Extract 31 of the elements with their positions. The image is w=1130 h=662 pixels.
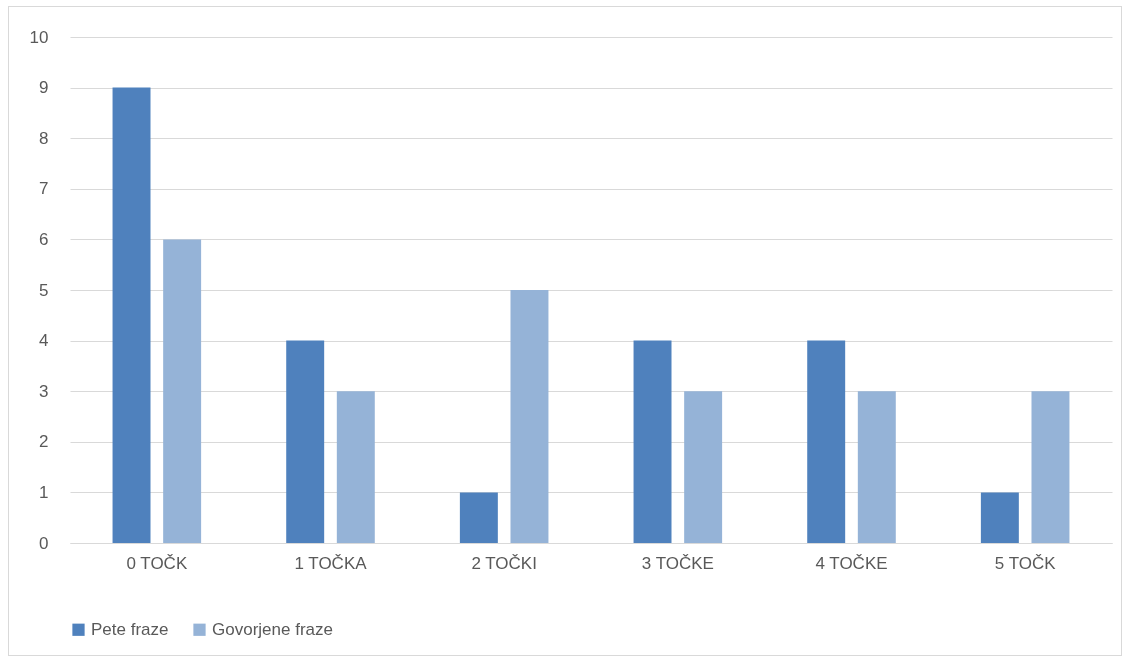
y-tick-label: 9 [39, 78, 49, 98]
legend-label: Pete fraze [91, 619, 169, 639]
x-tick-label: 2 TOČKI [471, 553, 537, 573]
bar [336, 391, 375, 543]
x-tick-label: 5 TOČK [994, 553, 1057, 573]
y-tick-label: 4 [39, 331, 49, 351]
bar [459, 492, 498, 543]
bar [286, 340, 325, 543]
bar [684, 391, 723, 543]
bar [857, 391, 896, 543]
y-tick-label: 0 [39, 533, 49, 553]
x-tick-label: 3 TOČKE [641, 553, 714, 573]
bar [163, 239, 202, 543]
y-tick-label: 1 [39, 482, 49, 502]
y-tick-label: 8 [39, 128, 49, 148]
y-tick-label: 7 [39, 179, 49, 199]
y-tick-label: 2 [39, 432, 49, 452]
x-tick-label: 4 TOČKE [815, 553, 888, 573]
bar [1031, 391, 1070, 543]
bar [510, 290, 549, 543]
x-tick-label: 0 TOČK [126, 553, 188, 573]
legend-label: Govorjene fraze [212, 619, 333, 639]
x-tick-label: 1 TOČKA [294, 553, 368, 573]
y-tick-label: 6 [39, 229, 49, 249]
y-tick-label: 5 [39, 280, 49, 300]
y-tick-label: 10 [29, 27, 49, 47]
y-tick-label: 3 [39, 381, 49, 401]
bar [633, 340, 672, 543]
bar [112, 87, 151, 543]
bar [807, 340, 846, 543]
bar [980, 492, 1019, 543]
